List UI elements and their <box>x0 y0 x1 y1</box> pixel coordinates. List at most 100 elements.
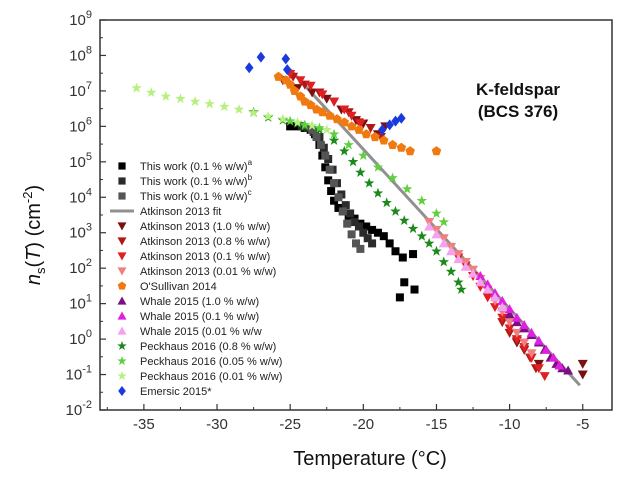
y-tick-label: 10-2 <box>66 399 92 419</box>
data-point <box>359 228 368 237</box>
data-point <box>396 142 407 152</box>
legend-label: This work (0.1 % w/w)a <box>140 158 253 173</box>
data-point <box>233 103 245 114</box>
data-point <box>379 135 389 145</box>
series-13 <box>284 115 450 227</box>
data-point <box>285 79 295 89</box>
legend-swatch <box>117 311 127 320</box>
data-point <box>219 101 230 112</box>
data-point <box>385 239 394 248</box>
data-point <box>256 51 266 63</box>
y-axis: 10-2 10-1 100 101 102 103 104 105 106 107 108 109 <box>66 9 106 419</box>
data-point <box>281 53 291 65</box>
data-point <box>577 359 588 369</box>
data-point <box>438 216 450 227</box>
data-point <box>363 177 375 188</box>
data-point <box>395 293 404 302</box>
data-point <box>343 219 352 228</box>
data-point <box>541 344 552 354</box>
legend-label: Whale 2015 (0.01 % w/w <box>140 326 262 338</box>
legend-swatch <box>117 281 127 290</box>
y-axis-title-close: ) <box>23 185 45 192</box>
annotation-line-2: (BCS 376) <box>478 102 558 121</box>
legend-label: Atkinson 2013 (0.1 % w/w) <box>140 251 270 263</box>
data-point <box>379 232 388 241</box>
legend-swatch <box>118 192 126 200</box>
data-point <box>489 292 500 302</box>
data-point <box>321 163 330 172</box>
data-point <box>328 134 340 145</box>
data-point <box>299 119 311 130</box>
x-tick-label: -5 <box>576 416 589 433</box>
data-point <box>273 71 284 81</box>
x-tick-label: -25 <box>279 416 301 433</box>
data-point <box>431 146 442 156</box>
data-point <box>438 238 449 248</box>
data-point <box>262 110 274 121</box>
data-point <box>305 100 316 110</box>
y-tick-label: 10-1 <box>66 364 92 384</box>
plot-marks <box>131 51 588 387</box>
x-tick-label: -10 <box>499 416 521 433</box>
legend-label: This work (0.1 % w/w)c <box>140 188 252 203</box>
data-point <box>475 277 486 287</box>
series-15 <box>244 51 406 136</box>
data-point <box>361 129 371 139</box>
data-point <box>504 309 515 319</box>
data-point <box>539 372 550 382</box>
data-point <box>577 370 588 380</box>
data-point <box>526 349 537 359</box>
data-point <box>244 62 254 74</box>
data-point <box>339 105 350 115</box>
data-point <box>312 133 321 142</box>
data-point <box>405 146 415 156</box>
data-point <box>446 246 457 256</box>
x-axis: -35 -30 -25 -20 -15 -10 -5 <box>106 404 589 433</box>
data-point <box>330 196 339 205</box>
y-tick-label: 107 <box>69 80 92 100</box>
data-point <box>519 319 530 329</box>
data-point <box>324 176 333 185</box>
x-tick-label: -30 <box>206 416 228 433</box>
data-point <box>131 82 142 93</box>
data-point <box>160 90 172 101</box>
data-point <box>346 111 357 121</box>
data-point <box>391 247 400 256</box>
data-point <box>347 156 359 167</box>
data-point <box>519 338 530 348</box>
series-11 <box>424 221 508 312</box>
y-tick-label: 103 <box>69 222 92 242</box>
legend-swatch <box>117 237 127 246</box>
data-point <box>334 193 343 202</box>
data-point <box>456 284 467 294</box>
y-tick-label: 102 <box>69 257 92 277</box>
x-tick-label: -20 <box>352 416 374 433</box>
data-point <box>277 113 289 124</box>
data-point <box>387 172 398 183</box>
data-point <box>398 253 407 262</box>
y-tick-label: 108 <box>69 44 92 64</box>
data-point <box>332 114 342 124</box>
legend-swatch <box>117 356 127 366</box>
legend-swatch <box>117 296 127 305</box>
legend-label: Whale 2015 (0.1 % w/w) <box>140 311 259 323</box>
data-point <box>145 87 157 97</box>
data-point <box>356 244 365 253</box>
data-point <box>354 222 363 231</box>
data-point <box>295 76 306 86</box>
data-point <box>554 360 565 370</box>
data-point <box>424 221 435 231</box>
data-point <box>504 324 515 334</box>
data-point <box>289 85 300 95</box>
y-axis-title-open: ( <box>23 261 45 268</box>
data-point <box>334 203 343 212</box>
data-point <box>354 124 364 134</box>
data-point <box>475 271 486 281</box>
data-point <box>400 278 409 287</box>
data-point <box>314 122 325 133</box>
y-axis-title-unit: ) (cm <box>23 203 45 249</box>
data-point <box>329 97 340 107</box>
data-point <box>533 335 544 345</box>
legend: This work (0.1 % w/w)a This work (0.1 % w… <box>110 158 282 398</box>
